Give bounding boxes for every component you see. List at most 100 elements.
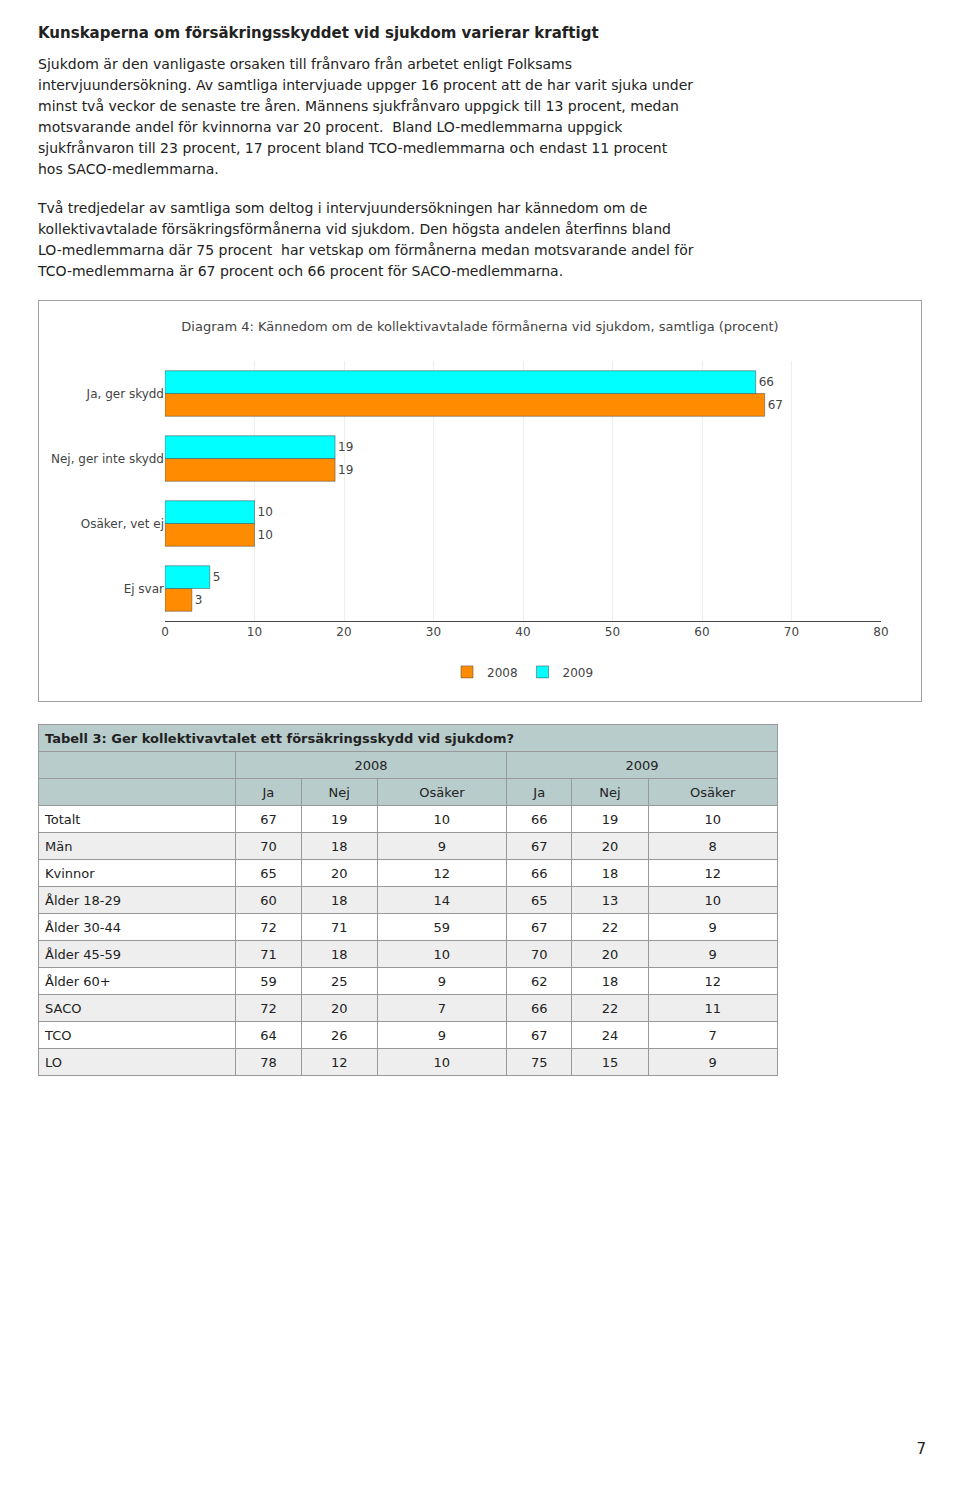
html-text:65: 65: [260, 865, 277, 881]
html-text:24: 24: [601, 1027, 619, 1043]
html-text:13: 13: [601, 892, 619, 908]
svg-text:19: 19: [338, 463, 353, 477]
html-text:60: 60: [260, 892, 277, 908]
html-text:sjukfrånvaron till 23 procent,: sjukfrånvaron till 23 procent, 17 procen…: [38, 140, 668, 156]
svg-text:66: 66: [759, 375, 774, 389]
svg-text:19: 19: [338, 440, 353, 454]
html-text:72: 72: [260, 919, 277, 935]
svg-text:10: 10: [258, 528, 273, 542]
html-text:LO-medlemmarna där 75 procent: LO-medlemmarna där 75 procent har vetska…: [38, 242, 694, 258]
html-text:Sjukdom är den vanligaste orsa: Sjukdom är den vanligaste orsaken till f…: [38, 56, 572, 72]
html-text:Nej: Nej: [599, 784, 621, 800]
html-text:66: 66: [531, 865, 548, 881]
svg-text:Osäker, vet ej: Osäker, vet ej: [81, 517, 164, 531]
html-text:motsvarande andel för kvinnorn: motsvarande andel för kvinnorna var 20 p…: [38, 119, 623, 135]
html-text:71: 71: [330, 919, 348, 935]
html-text:72: 72: [260, 1000, 277, 1016]
html-text:Totalt: Totalt: [45, 811, 81, 827]
html-text:67: 67: [531, 838, 548, 854]
html-text:kollektivavtalade försäkringsf: kollektivavtalade försäkringsförmånerna …: [38, 221, 671, 237]
svg-text:Diagram 4: Kännedom om de koll: Diagram 4: Kännedom om de kollektivavtal…: [181, 319, 778, 334]
html-text:20: 20: [601, 838, 619, 854]
html-text:66: 66: [531, 811, 548, 827]
html-text:2008: 2008: [354, 757, 388, 773]
svg-text:Nej, ger inte skydd: Nej, ger inte skydd: [51, 452, 164, 466]
html-text:67: 67: [531, 919, 548, 935]
svg-text:2008: 2008: [487, 666, 518, 680]
html-text:20: 20: [601, 946, 619, 962]
html-text:Ålder 45-59: Ålder 45-59: [45, 946, 121, 962]
html-text:Osäker: Osäker: [419, 784, 465, 800]
svg-text:2009: 2009: [563, 666, 594, 680]
html-text:2009: 2009: [625, 757, 659, 773]
html-text:10: 10: [433, 946, 451, 962]
html-text:Ålder 30-44: Ålder 30-44: [45, 919, 121, 935]
html-text:71: 71: [260, 946, 277, 962]
svg-text:Ej svar: Ej svar: [124, 582, 164, 596]
html-text:12: 12: [330, 1054, 348, 1070]
html-text:12: 12: [433, 865, 451, 881]
html-text:70: 70: [531, 946, 548, 962]
html-text:TCO: TCO: [45, 1027, 72, 1043]
html-text:Kunskaperna om försäkringsskyd: Kunskaperna om försäkringsskyddet vid sj…: [38, 24, 599, 42]
html-text:18: 18: [601, 865, 619, 881]
html-text:10: 10: [704, 811, 721, 827]
html-text:Osäker: Osäker: [690, 784, 736, 800]
html-text:20: 20: [330, 1000, 348, 1016]
html-text:62: 62: [531, 973, 548, 989]
html-text:22: 22: [601, 1000, 619, 1016]
html-text:20: 20: [330, 865, 348, 881]
html-text:65: 65: [531, 892, 548, 908]
html-text:64: 64: [260, 1027, 277, 1043]
html-text:22: 22: [601, 919, 619, 935]
html-text:intervjuundersökning. Av samtl: intervjuundersökning. Av samtliga interv…: [38, 77, 694, 93]
html-text:18: 18: [330, 946, 348, 962]
svg-text:67: 67: [768, 398, 783, 412]
svg-text:10: 10: [258, 505, 273, 519]
html-text:59: 59: [433, 919, 451, 935]
html-text:67: 67: [531, 1027, 548, 1043]
html-text:19: 19: [601, 811, 619, 827]
html-text:Kvinnor: Kvinnor: [45, 865, 95, 881]
html-text:10: 10: [704, 892, 721, 908]
svg-text:50: 50: [605, 625, 620, 639]
html-text:18: 18: [601, 973, 619, 989]
html-text:Nej: Nej: [328, 784, 350, 800]
html-text:Ålder 60+: Ålder 60+: [45, 973, 111, 989]
svg-text:0: 0: [161, 625, 169, 639]
html-text:25: 25: [330, 973, 348, 989]
svg-text:3: 3: [195, 593, 203, 607]
html-text:12: 12: [704, 865, 721, 881]
html-text:26: 26: [330, 1027, 348, 1043]
html-text:TCO-medlemmarna är 67 procent: TCO-medlemmarna är 67 procent och 66 pro…: [38, 263, 564, 279]
html-text:59: 59: [260, 973, 277, 989]
html-text:70: 70: [260, 838, 277, 854]
html-text:SACO: SACO: [45, 1000, 82, 1016]
html-text:66: 66: [531, 1000, 548, 1016]
html-text:12: 12: [704, 973, 721, 989]
svg-text:30: 30: [426, 625, 441, 639]
svg-text:60: 60: [694, 625, 709, 639]
html-text:hos SACO-medlemmarna.: hos SACO-medlemmarna.: [38, 161, 219, 177]
html-text:Två tredjedelar av samtliga so: Två tredjedelar av samtliga som deltog i…: [38, 200, 648, 216]
html-text:Män: Män: [45, 838, 73, 854]
html-text:Ålder 18-29: Ålder 18-29: [45, 892, 121, 908]
html-text:18: 18: [330, 892, 348, 908]
svg-text:5: 5: [213, 570, 221, 584]
svg-text:80: 80: [873, 625, 888, 639]
html-text:19: 19: [330, 811, 348, 827]
svg-text:20: 20: [336, 625, 351, 639]
html-text:78: 78: [260, 1054, 277, 1070]
html-text:67: 67: [260, 811, 277, 827]
svg-text:Ja, ger skydd: Ja, ger skydd: [86, 387, 164, 401]
svg-text:40: 40: [515, 625, 530, 639]
html-text:Tabell 3: Ger kollektivavtalet: Tabell 3: Ger kollektivavtalet ett försä…: [45, 730, 514, 746]
svg-text:10: 10: [247, 625, 262, 639]
svg-text:70: 70: [784, 625, 799, 639]
html-text:10: 10: [433, 811, 451, 827]
html-text:LO: LO: [45, 1054, 62, 1070]
html-text:11: 11: [704, 1000, 721, 1016]
html-text:14: 14: [433, 892, 451, 908]
html-text:minst två veckor de senaste tr: minst två veckor de senaste tre åren. Mä…: [38, 98, 679, 114]
html-text:18: 18: [330, 838, 348, 854]
